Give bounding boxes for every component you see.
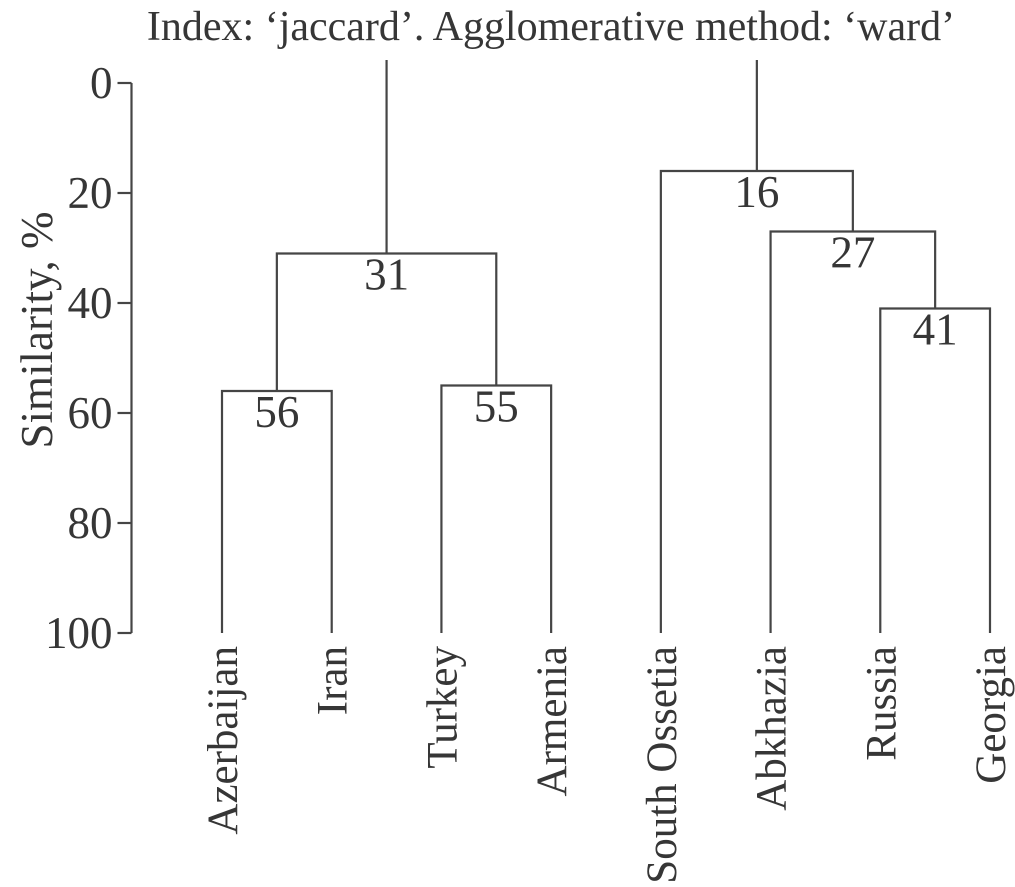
leaf-label-georgia: Georgia (968, 646, 1015, 784)
leaf-label-azerbaijan: Azerbaijan (200, 646, 247, 835)
merge-similarity-label-M1: 56 (254, 387, 299, 437)
merge-similarity-labels: 56 55 31 41 27 16 (254, 167, 957, 437)
merge-similarity-label-M4: 41 (913, 305, 958, 355)
chart-title: Index: ‘jaccard’. Agglomerative method: … (147, 4, 955, 50)
leaf-label-russia: Russia (858, 646, 905, 761)
leaf-labels: Azerbaijan Iran Turkey Armenia South Ossetia… (200, 646, 1015, 884)
merge-similarity-label-M3: 31 (364, 250, 409, 300)
cluster-link-M4 (879, 307, 992, 633)
leaf-label-armenia: Armenia (529, 646, 576, 796)
y-axis-tick-label-100: 100 (45, 608, 113, 658)
y-axis-tick-label-60: 60 (68, 388, 113, 438)
y-axis-tick-label-80: 80 (68, 498, 113, 548)
leaf-label-iran: Iran (310, 646, 357, 715)
merge-similarity-label-M5: 27 (830, 228, 875, 278)
y-axis-tick-label-40: 40 (68, 278, 113, 328)
leaf-label-turkey: Turkey (419, 646, 466, 769)
leaf-label-abkhazia: Abkhazia (749, 646, 796, 811)
y-axis: 0 20 40 60 80 100 (45, 58, 133, 658)
dendrogram-tree (220, 60, 992, 633)
cluster-link-M5 (769, 230, 937, 633)
y-axis-tick-label-0: 0 (90, 58, 113, 108)
y-axis-tick-label-20: 20 (68, 168, 113, 218)
merge-similarity-label-M2: 55 (474, 382, 519, 432)
cluster-link-M6 (659, 169, 854, 633)
y-axis-label: Similarity, % (12, 211, 62, 448)
leaf-label-south-ossetia: South Ossetia (639, 646, 686, 884)
merge-similarity-label-M6: 16 (734, 167, 779, 217)
